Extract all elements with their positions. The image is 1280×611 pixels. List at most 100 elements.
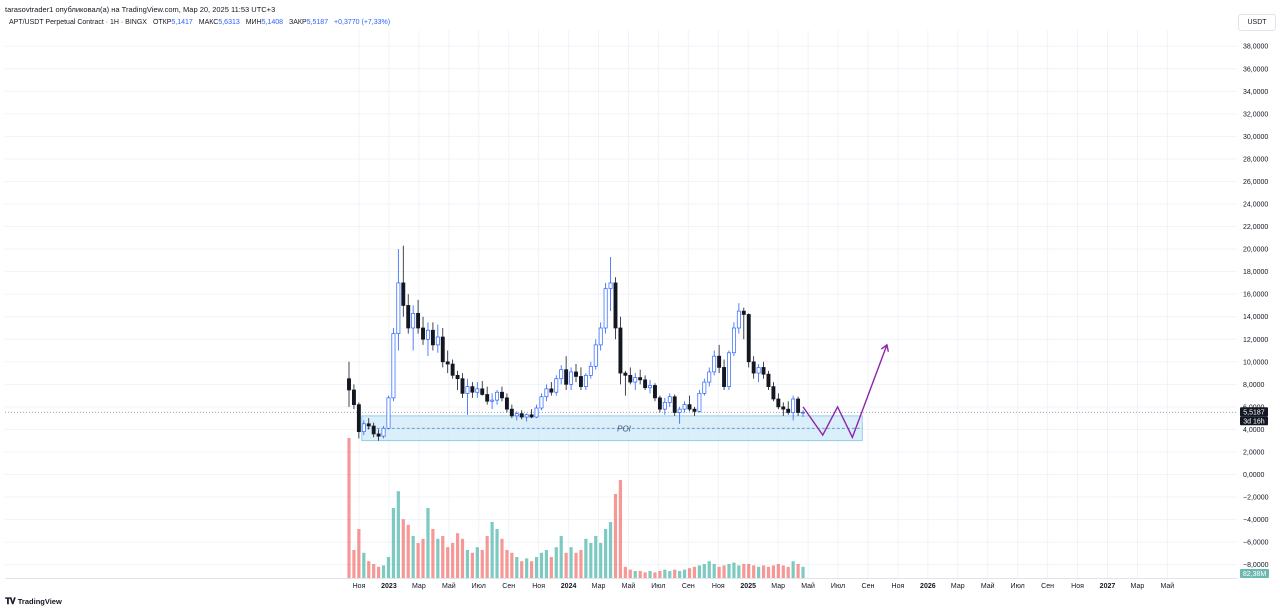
candle-body[interactable] <box>722 367 727 387</box>
candle-body[interactable] <box>495 391 500 401</box>
candle-body[interactable] <box>786 408 791 413</box>
candle-body[interactable] <box>544 388 549 398</box>
candle-body[interactable] <box>643 379 648 389</box>
candle-body[interactable] <box>741 310 746 315</box>
candle-body[interactable] <box>623 372 628 376</box>
candle-body[interactable] <box>391 333 396 399</box>
candle-body[interactable] <box>519 413 524 418</box>
candle-body[interactable] <box>603 288 608 329</box>
candle-body[interactable] <box>361 423 366 433</box>
candle-body[interactable] <box>470 386 475 393</box>
candle-body[interactable] <box>653 385 657 399</box>
candle-body[interactable] <box>514 413 519 417</box>
candle-body[interactable] <box>687 404 692 410</box>
projection-path[interactable] <box>802 344 888 440</box>
candle-body[interactable] <box>756 367 761 374</box>
candle-body[interactable] <box>598 327 603 346</box>
candle-body[interactable] <box>430 329 435 346</box>
candle-body[interactable] <box>539 396 544 409</box>
candle-body[interactable] <box>475 388 480 393</box>
candle-body[interactable] <box>421 327 425 340</box>
candle-body[interactable] <box>771 386 776 400</box>
candle-body[interactable] <box>677 408 682 413</box>
candle-body[interactable] <box>776 398 781 408</box>
candle-body[interactable] <box>692 408 697 412</box>
tradingview-logo[interactable]: 𝐓𝐕 TradingView <box>5 596 62 607</box>
candle-body[interactable] <box>366 423 371 427</box>
candle-body[interactable] <box>761 367 766 375</box>
candle-body[interactable] <box>371 425 376 435</box>
candle-body[interactable] <box>401 282 406 306</box>
candle-body[interactable] <box>578 376 583 387</box>
candle-body[interactable] <box>707 371 712 383</box>
candle-body[interactable] <box>500 391 504 399</box>
candle-body[interactable] <box>381 427 386 437</box>
candle-body[interactable] <box>406 305 411 329</box>
candle-body[interactable] <box>712 355 717 373</box>
candle-body[interactable] <box>549 388 554 393</box>
candle-body[interactable] <box>450 363 455 376</box>
candle-body[interactable] <box>648 385 652 389</box>
candle-body[interactable] <box>633 377 638 383</box>
currency-button[interactable]: USDT <box>1238 14 1276 31</box>
candle-body[interactable] <box>746 314 751 363</box>
candle-body[interactable] <box>672 396 677 413</box>
candle-body[interactable] <box>554 378 559 393</box>
candle-body[interactable] <box>524 414 529 418</box>
candle-body[interactable] <box>657 397 662 410</box>
candle-body[interactable] <box>445 361 450 365</box>
candle-body[interactable] <box>460 378 465 394</box>
candle-body[interactable] <box>465 386 470 394</box>
candle-body[interactable] <box>702 381 707 394</box>
candle-body[interactable] <box>569 371 574 385</box>
candle-body[interactable] <box>662 402 667 410</box>
candle-body[interactable] <box>697 393 702 412</box>
candle-body[interactable] <box>356 404 361 433</box>
candle-body[interactable] <box>564 369 569 385</box>
candle-body[interactable] <box>504 397 509 410</box>
candle-body[interactable] <box>682 404 687 410</box>
candle-body[interactable] <box>386 397 391 429</box>
candle-body[interactable] <box>613 282 618 329</box>
candle-body[interactable] <box>751 361 756 374</box>
candle-body[interactable] <box>416 312 421 329</box>
candle-body[interactable] <box>628 374 633 383</box>
candle-body[interactable] <box>574 371 578 377</box>
candle-body[interactable] <box>490 399 495 402</box>
candle-body[interactable] <box>440 336 445 363</box>
candle-body[interactable] <box>411 312 416 329</box>
candle-body[interactable] <box>455 374 460 380</box>
candle-body[interactable] <box>766 373 771 387</box>
candle-body[interactable] <box>618 327 623 374</box>
candle-body[interactable] <box>667 396 672 403</box>
candle-body[interactable] <box>608 282 613 289</box>
candle-body[interactable] <box>480 388 485 395</box>
symbol-name[interactable]: APT/USDT Perpetual Contract · 1Н · BINGX <box>9 19 147 26</box>
candle-body[interactable] <box>376 433 381 437</box>
candle-body[interactable] <box>638 377 643 381</box>
candle-body[interactable] <box>396 282 401 334</box>
x-tick-label: 2023 <box>381 583 397 590</box>
candle-body[interactable] <box>588 365 593 376</box>
candle-body[interactable] <box>426 329 430 340</box>
candle-body[interactable] <box>351 389 356 405</box>
candle-body[interactable] <box>583 374 588 387</box>
candle-body[interactable] <box>801 411 805 414</box>
candle-body[interactable] <box>727 352 731 387</box>
candle-body[interactable] <box>559 369 564 380</box>
candle-body[interactable] <box>347 378 351 391</box>
candle-body[interactable] <box>593 344 598 367</box>
candle-body[interactable] <box>781 406 786 410</box>
candle-body[interactable] <box>435 336 440 346</box>
candle-body[interactable] <box>791 398 796 413</box>
candle-body[interactable] <box>731 327 736 354</box>
candle-body[interactable] <box>485 394 490 402</box>
candle-body[interactable] <box>796 398 801 413</box>
candle-body[interactable] <box>529 414 534 418</box>
candle-body[interactable] <box>534 407 539 418</box>
candle-body[interactable] <box>717 355 722 368</box>
candle-body[interactable] <box>736 310 741 329</box>
candle-body[interactable] <box>509 408 514 417</box>
volume-bar <box>386 557 391 578</box>
